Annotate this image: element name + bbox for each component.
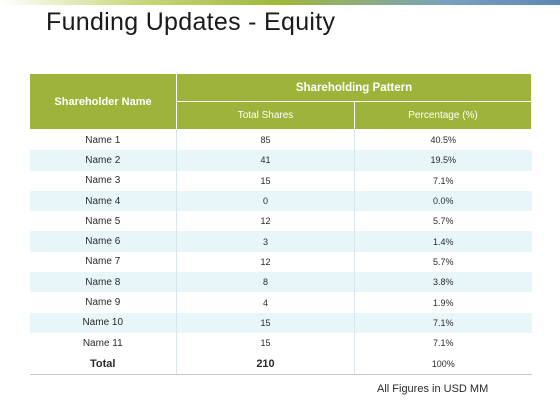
percentage-cell: 5.7% — [354, 251, 532, 273]
total-shares-cell: 8 — [176, 272, 355, 293]
shareholder-name-cell: Name 11 — [29, 332, 177, 354]
table-row: Name 8 8 3.8% — [29, 272, 532, 293]
total-shares-cell: 12 — [176, 251, 355, 273]
percentage-cell: 40.5% — [354, 129, 532, 151]
shareholder-name-cell: Name 5 — [29, 211, 177, 232]
total-shares-cell: 12 — [176, 211, 355, 232]
table-row: Name 2 41 19.5% — [29, 150, 532, 171]
shareholder-name-cell: Name 10 — [29, 312, 177, 333]
shareholder-name-cell: Name 6 — [29, 231, 177, 252]
total-shares-cell: 0 — [176, 190, 355, 212]
percentage-cell: 7.1% — [354, 170, 532, 191]
shareholder-name-cell: Name 1 — [29, 129, 177, 151]
table-row: Name 3 15 7.1% — [29, 170, 532, 191]
table-row: Name 5 12 5.7% — [29, 211, 532, 232]
shareholder-name-cell: Name 4 — [29, 190, 177, 212]
header-shareholding-pattern: Shareholding Pattern — [175, 73, 533, 102]
total-row: Total 210 100% — [29, 353, 532, 376]
table-row: Name 1 85 40.5% — [29, 129, 532, 151]
total-percentage: 100% — [354, 353, 532, 376]
slide-title: Funding Updates - Equity — [46, 8, 336, 36]
total-shares-cell: 15 — [176, 332, 355, 354]
header-shareholder-name: Shareholder Name — [29, 73, 177, 130]
total-shares-cell: 4 — [176, 292, 355, 313]
shareholder-name-cell: Name 7 — [29, 251, 177, 273]
total-shares-cell: 3 — [176, 231, 355, 252]
figures-note: All Figures in USD MM — [377, 383, 489, 395]
percentage-cell: 5.7% — [354, 211, 532, 232]
table-row: Name 11 15 7.1% — [29, 332, 532, 354]
shareholder-name-cell: Name 8 — [29, 272, 177, 293]
header-percentage: Percentage (%) — [353, 101, 533, 130]
total-shares-cell: 41 — [176, 150, 355, 171]
shareholder-name-cell: Name 9 — [29, 292, 177, 313]
percentage-cell: 7.1% — [354, 312, 532, 333]
shareholder-name-cell: Name 3 — [29, 170, 177, 191]
percentage-cell: 19.5% — [354, 150, 532, 171]
shareholding-table: Shareholder Name Shareholding Pattern To… — [29, 73, 533, 376]
table-row: Name 10 15 7.1% — [29, 312, 532, 333]
percentage-cell: 1.9% — [354, 292, 532, 313]
table-row: Name 4 0 0.0% — [29, 190, 532, 212]
table-row: Name 7 12 5.7% — [29, 251, 532, 273]
table-row: Name 9 4 1.9% — [29, 292, 532, 313]
total-label: Total — [29, 353, 177, 376]
total-shares-cell: 15 — [176, 170, 355, 191]
total-shares: 210 — [176, 353, 355, 376]
percentage-cell: 1.4% — [354, 231, 532, 252]
table-row: Name 6 3 1.4% — [29, 231, 532, 252]
total-shares-cell: 15 — [176, 312, 355, 333]
header-total-shares: Total Shares — [176, 101, 355, 130]
percentage-cell: 7.1% — [354, 332, 532, 354]
percentage-cell: 3.8% — [354, 272, 532, 293]
total-shares-cell: 85 — [176, 129, 355, 151]
accent-bar — [0, 0, 560, 5]
percentage-cell: 0.0% — [354, 190, 532, 212]
shareholder-name-cell: Name 2 — [29, 150, 177, 171]
